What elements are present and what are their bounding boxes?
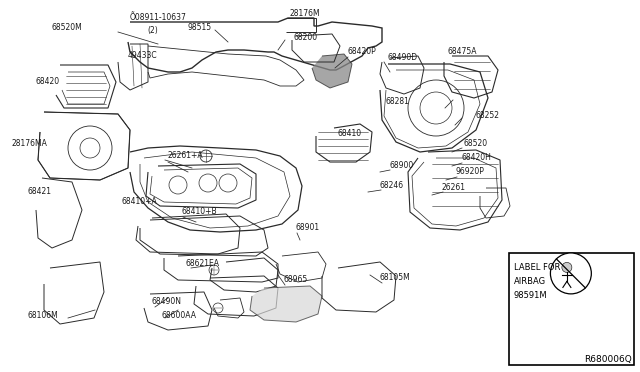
Text: 68410+A: 68410+A xyxy=(122,198,157,206)
Text: 68600AA: 68600AA xyxy=(162,311,197,320)
Text: 68490N: 68490N xyxy=(152,298,182,307)
Circle shape xyxy=(550,253,591,294)
Text: 68900: 68900 xyxy=(389,160,413,170)
Text: 68520: 68520 xyxy=(463,138,487,148)
Text: 68420P: 68420P xyxy=(348,48,377,57)
Text: R680006Q: R680006Q xyxy=(584,355,632,364)
Text: 68420H: 68420H xyxy=(461,154,491,163)
Text: 68281: 68281 xyxy=(385,97,409,106)
Text: 68105M: 68105M xyxy=(380,273,411,282)
Text: 26261+A: 26261+A xyxy=(168,151,204,160)
Bar xyxy=(509,253,634,365)
Text: 96920P: 96920P xyxy=(455,167,484,176)
Text: 49433C: 49433C xyxy=(128,51,157,61)
Text: 28176M: 28176M xyxy=(290,10,321,19)
Text: 98591M: 98591M xyxy=(514,291,547,300)
Text: 68200: 68200 xyxy=(294,32,318,42)
Polygon shape xyxy=(250,286,322,322)
Text: 68106M: 68106M xyxy=(28,311,59,320)
Text: 26261: 26261 xyxy=(441,183,465,192)
Text: 68520M: 68520M xyxy=(52,23,83,32)
Text: (2): (2) xyxy=(147,26,157,35)
Text: 68420: 68420 xyxy=(35,77,59,87)
Text: 28176MA: 28176MA xyxy=(12,138,48,148)
Text: LABEL FOR: LABEL FOR xyxy=(514,263,560,272)
Polygon shape xyxy=(312,54,352,88)
Text: 68901: 68901 xyxy=(296,224,320,232)
Text: 68246: 68246 xyxy=(380,180,404,189)
Text: 68475A: 68475A xyxy=(448,48,477,57)
Text: Õ08911-10637: Õ08911-10637 xyxy=(130,13,187,22)
Text: AIRBAG: AIRBAG xyxy=(514,277,546,286)
Circle shape xyxy=(562,262,572,272)
Text: 68965: 68965 xyxy=(284,276,308,285)
Text: 68410+B: 68410+B xyxy=(182,208,218,217)
Text: 68490D: 68490D xyxy=(388,52,418,61)
Text: 68252: 68252 xyxy=(476,110,500,119)
Text: 68410: 68410 xyxy=(338,128,362,138)
Text: 68421: 68421 xyxy=(28,187,52,196)
Text: 68621EA: 68621EA xyxy=(186,259,220,267)
Text: 98515: 98515 xyxy=(188,23,212,32)
